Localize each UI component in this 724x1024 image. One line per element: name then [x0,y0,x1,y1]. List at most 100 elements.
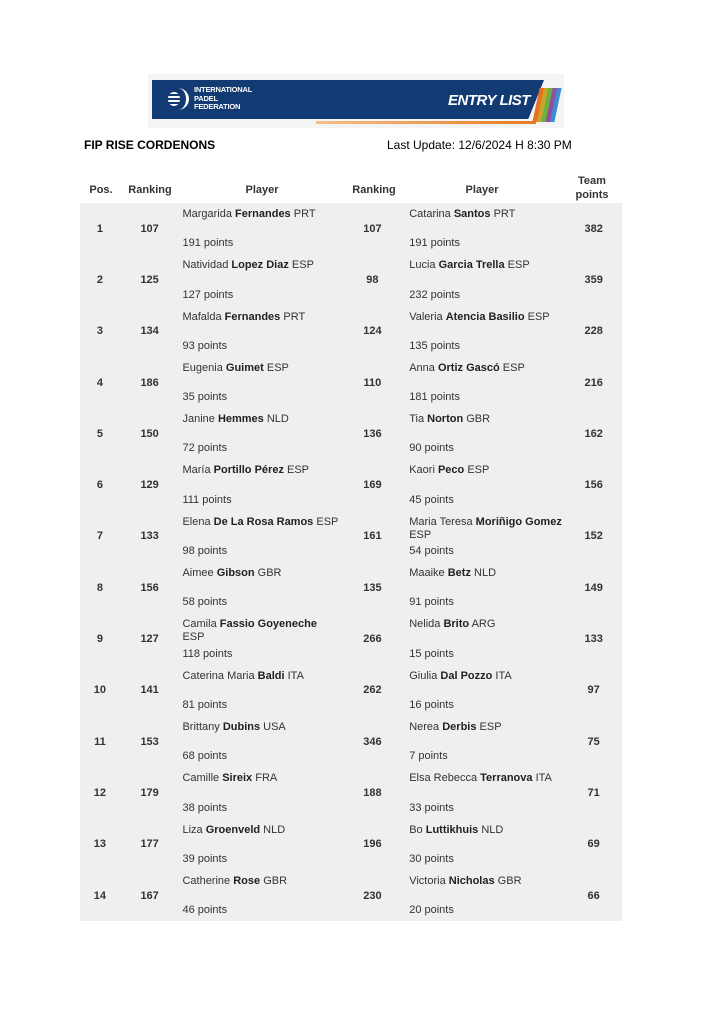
ranking: 153 [140,735,159,748]
first-name: Anna [409,361,435,374]
player-name: Catarina Santos PRT [409,208,565,221]
logo-line: INTERNATIONAL [194,85,253,94]
last-name: Baldi [257,669,285,682]
first-name: Mafalda [182,310,222,323]
player-name: Lucia Garcia Trella ESP [409,259,565,272]
position: 13 [93,838,107,851]
player-cell: Liza Groenveld NLD 39 points [179,819,338,870]
player-name: Janine Hemmes NLD [182,413,338,426]
table-row: 1 107 Margarida Fernandes PRT 191 points… [80,203,622,254]
col-header-team-points: Team points [568,174,616,202]
last-name: Atencia Basilio [445,310,525,323]
banner-title: ENTRY LIST [448,92,530,109]
last-name: Garcia Trella [438,259,505,272]
col-header-player: Player [245,184,279,196]
last-name: Moriñigo Gomez [475,515,562,528]
first-name: Nelida [409,618,441,631]
nationality: ESP [467,464,490,477]
player-points: 45 points [409,493,454,506]
col-header-ranking: Ranking [128,184,172,196]
last-name: Gibson [216,567,255,580]
nationality: ITA [495,669,512,682]
ranking: 262 [363,684,382,697]
nationality: ITA [287,669,304,682]
player-cell: Brittany Dubins USA 68 points [179,716,338,767]
nationality: GBR [263,874,288,887]
first-name: Catarina [409,208,451,220]
player-points: 181 points [409,391,460,404]
position: 6 [96,479,103,492]
team-points: 149 [584,581,603,594]
ranking: 98 [366,273,379,286]
player-cell: Margarida Fernandes PRT 191 points [179,203,338,254]
player-name: Kaori Peco ESP [409,464,565,477]
player-points: 191 points [182,237,234,250]
player-cell: Elena De La Rosa Ramos ESP 98 points [179,511,338,562]
last-name: Brito [443,618,470,631]
team-points: 216 [584,376,603,389]
nationality: ESP [409,528,432,541]
last-name: Hemmes [217,413,264,426]
last-name: Fernandes [224,310,281,323]
nationality: ARG [471,618,496,631]
player-cell: Janine Hemmes NLD 72 points [179,408,338,459]
table-row: 5 150 Janine Hemmes NLD 72 points 136 Ti… [80,408,622,459]
ranking: 167 [140,889,159,902]
table-row: 4 186 Eugenia Guimet ESP 35 points 110 A… [80,357,622,408]
position: 4 [96,376,103,389]
player-points: 15 points [409,647,454,660]
first-name: Victoria [409,874,446,887]
player-name: Camila Fassio Goyeneche ESP [182,618,338,644]
player-points: 16 points [409,698,454,711]
last-name: Portillo Pérez [213,464,284,477]
nationality: PRT [493,208,516,220]
first-name: Elsa Rebecca [409,772,478,785]
player-cell: Camille Sireix FRA 38 points [179,767,338,818]
player-name: Maaike Betz NLD [409,567,565,580]
player-cell: Anna Ortiz Gascó ESP 181 points [406,357,565,408]
player-name: Aimee Gibson GBR [182,567,338,580]
ranking: 133 [140,530,159,543]
table-row: 14 167 Catherine Rose GBR 46 points 230 … [80,870,622,921]
ranking: 188 [363,786,382,799]
position: 12 [93,786,107,799]
team-points: 133 [584,633,603,646]
player-name: María Portillo Pérez ESP [182,464,338,477]
ranking: 134 [140,325,159,338]
last-name: Santos [453,208,491,220]
ranking: 161 [363,530,382,543]
nationality: GBR [257,567,282,580]
first-name: Margarida [182,208,232,220]
position: 9 [96,633,103,646]
player-cell: Mafalda Fernandes PRT 93 points [179,306,338,357]
player-points: 20 points [409,904,454,917]
player-points: 93 points [182,339,228,352]
player-name: Elena De La Rosa Ramos ESP [182,516,338,529]
position: 3 [96,325,103,338]
player-points: 54 points [409,545,454,558]
player-name: Bo Luttikhuis NLD [409,824,565,837]
logo-line: PADEL [194,93,218,103]
table-row: 7 133 Elena De La Rosa Ramos ESP 98 poin… [80,511,622,562]
position: 14 [93,889,107,902]
player-points: 7 points [409,750,448,763]
nationality: ESP [287,464,310,477]
position: 2 [96,273,103,286]
last-name: Ortiz Gascó [437,361,500,374]
nationality: PRT [283,310,306,323]
ranking: 186 [140,376,159,389]
team-points: 359 [584,273,603,286]
nationality: USA [263,720,286,733]
team-points: 228 [584,325,603,338]
ranking: 177 [140,838,159,851]
logo-line: FEDERATION [194,102,241,111]
col-header-ranking-2: Ranking [352,184,396,196]
ranking: 169 [363,479,382,492]
first-name: Camille [182,772,220,785]
last-name: Guimet [225,361,264,374]
nationality: NLD [266,413,289,426]
first-name: Maaike [409,567,445,580]
nationality: ESP [502,361,525,374]
nationality: ESP [507,259,530,272]
ranking: 127 [140,633,159,646]
